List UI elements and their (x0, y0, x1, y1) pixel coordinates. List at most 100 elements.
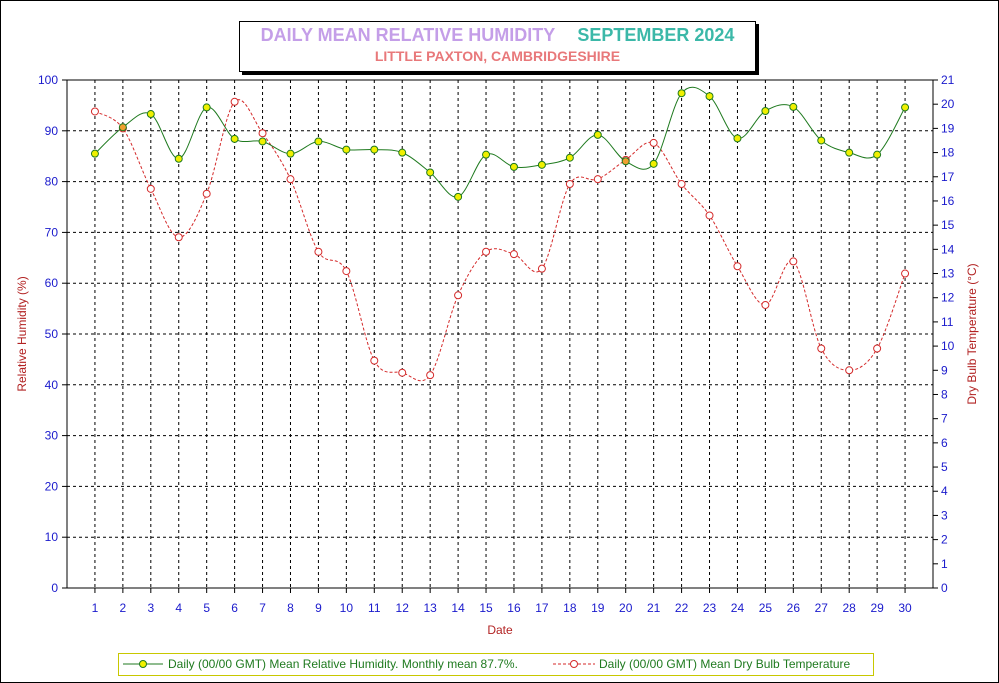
temperature-point (146, 184, 155, 193)
tick-label-right: 14 (941, 242, 955, 256)
tick-label-x: 25 (759, 601, 773, 615)
tick-label-right: 6 (941, 436, 948, 450)
x-axis-title: Date (487, 623, 513, 637)
legend: Daily (00/00 GMT) Mean Relative Humidity… (118, 653, 874, 676)
tick-label-right: 17 (941, 170, 955, 184)
temperature-point (817, 344, 826, 353)
legend-temp-label: Daily (00/00 GMT) Mean Dry Bulb Temperat… (599, 657, 851, 671)
temperature-point (314, 247, 323, 256)
tick-label-right: 16 (941, 194, 955, 208)
humidity-point (901, 103, 910, 112)
chart-title-box: DAILY MEAN RELATIVE HUMIDITY SEPTEMBER 20… (239, 21, 756, 72)
tick-label-right: 12 (941, 291, 955, 305)
temperature-point (845, 366, 854, 375)
humidity-point (286, 149, 295, 158)
temperature-point (90, 107, 99, 116)
tick-label-x: 10 (340, 601, 354, 615)
humidity-point (593, 130, 602, 139)
tick-label-right: 1 (941, 557, 948, 571)
tick-label-x: 28 (843, 601, 857, 615)
tick-label-right: 9 (941, 363, 948, 377)
humidity-point (761, 106, 770, 115)
humidity-point (90, 149, 99, 158)
chart-month: SEPTEMBER 2024 (577, 25, 735, 45)
humidity-line (94, 86, 906, 198)
humidity-point (621, 157, 630, 166)
tick-label-x: 14 (451, 601, 465, 615)
temperature-point (761, 300, 770, 309)
tick-label-left: 0 (51, 581, 58, 595)
tick-label-left: 20 (45, 479, 59, 493)
humidity-point (649, 159, 658, 168)
humidity-point (314, 137, 323, 146)
temperature-point (426, 371, 435, 380)
tick-label-x: 6 (231, 601, 238, 615)
tick-label-x: 29 (870, 601, 884, 615)
series-humidity (90, 86, 910, 201)
tick-label-right: 15 (941, 218, 955, 232)
tick-label-x: 2 (120, 601, 127, 615)
humidity-point (537, 160, 546, 169)
humidity-point (817, 136, 826, 145)
y2-axis-title: Dry Bulb Temperature (°C) (965, 263, 979, 404)
legend-rh-marker (139, 660, 147, 668)
temperature-point (509, 250, 518, 259)
temperature-point (398, 368, 407, 377)
tick-label-right: 18 (941, 146, 955, 160)
tick-label-left: 80 (45, 175, 59, 189)
humidity-point (509, 162, 518, 171)
humidity-point (789, 102, 798, 111)
temperature-point (230, 97, 239, 106)
tick-label-x: 16 (507, 601, 521, 615)
temperature-point (565, 180, 574, 189)
x-axis-ticks: 1 2 3 4 5 6 7 8 9 10 11 12 13 14 15 16 17 18 19 20 21 22 23 24 2… (92, 588, 912, 615)
temperature-point (286, 175, 295, 184)
tick-label-x: 22 (675, 601, 689, 615)
humidity-point (202, 103, 211, 112)
humidity-point (845, 148, 854, 157)
tick-label-x: 19 (591, 601, 605, 615)
tick-label-x: 9 (315, 601, 322, 615)
series-temperature (90, 97, 910, 382)
humidity-point (873, 150, 882, 159)
tick-label-right: 7 (941, 412, 948, 426)
humidity-point (733, 134, 742, 143)
temperature-point (537, 264, 546, 273)
tick-label-right: 3 (941, 508, 948, 522)
temperature-point (789, 257, 798, 266)
temperature-point (202, 189, 211, 198)
humidity-point (258, 137, 267, 146)
legend-rh-label: Daily (00/00 GMT) Mean Relative Humidity… (168, 657, 518, 671)
tick-label-x: 8 (287, 601, 294, 615)
tick-label-right: 19 (941, 121, 955, 135)
temperature-point (873, 344, 882, 353)
temperature-point (258, 129, 267, 138)
tick-label-right: 20 (941, 97, 955, 111)
temperature-line (94, 99, 906, 382)
tick-label-x: 20 (619, 601, 633, 615)
humidity-point (342, 145, 351, 154)
temperature-point (677, 180, 686, 189)
tick-label-right: 13 (941, 267, 955, 281)
tick-label-x: 27 (815, 601, 829, 615)
tick-label-x: 24 (731, 601, 745, 615)
tick-label-x: 4 (175, 601, 182, 615)
tick-label-right: 5 (941, 460, 948, 474)
humidity-point (370, 145, 379, 154)
grid (67, 80, 933, 588)
tick-label-x: 5 (203, 601, 210, 615)
humidity-point (677, 89, 686, 98)
tick-label-right: 0 (941, 581, 948, 595)
humidity-point (426, 168, 435, 177)
humidity-point (705, 92, 714, 101)
tick-label-right: 11 (941, 315, 954, 329)
tick-label-x: 18 (563, 601, 577, 615)
tick-label-x: 23 (703, 601, 717, 615)
tick-label-x: 21 (647, 601, 661, 615)
humidity-point (174, 154, 183, 163)
temperature-point (454, 291, 463, 300)
tick-label-x: 15 (479, 601, 493, 615)
temperature-point (174, 233, 183, 242)
